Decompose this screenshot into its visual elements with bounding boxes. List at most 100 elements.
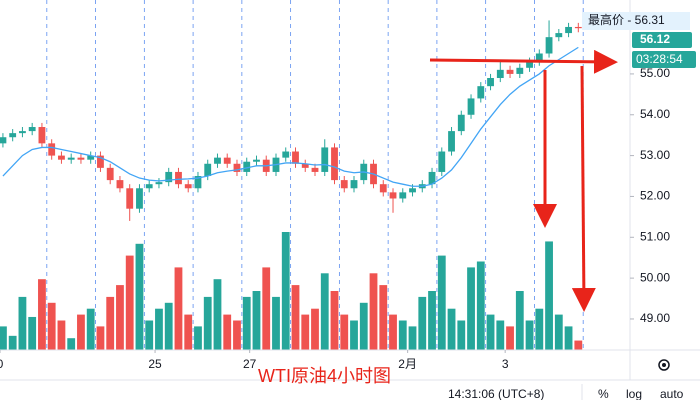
volume-bar <box>408 326 417 350</box>
candle-body <box>58 155 65 160</box>
volume-bar <box>135 243 144 350</box>
volume-bar <box>0 326 7 350</box>
candle-body <box>116 180 124 189</box>
x-tick-label: 3 <box>502 357 509 371</box>
volume-bar <box>116 285 124 350</box>
candle-body <box>448 131 455 152</box>
volume-bar <box>86 308 95 350</box>
volume-bar <box>155 308 163 350</box>
toolbar-log[interactable]: log <box>626 387 642 400</box>
candle-body <box>321 147 329 172</box>
candle-body <box>379 184 387 193</box>
arrow <box>429 49 618 74</box>
volume-bar <box>184 314 193 350</box>
volume-bar <box>359 302 368 350</box>
x-tick-label: 25 <box>148 357 162 371</box>
toolbar-percent[interactable]: % <box>598 387 609 400</box>
x-tick-label: 2月 <box>398 357 417 371</box>
volume-bar <box>554 314 563 350</box>
candle-body <box>487 78 494 87</box>
volume-bar <box>525 320 534 350</box>
volume-bar <box>262 267 271 350</box>
high-label-box <box>582 12 690 30</box>
candle-body <box>145 184 153 189</box>
volume-bar <box>311 308 319 350</box>
candle-body <box>253 159 260 162</box>
candle-body <box>48 143 56 156</box>
candle-body <box>19 131 26 134</box>
candle-body <box>389 192 397 199</box>
settings-icon[interactable] <box>658 359 670 371</box>
volume-bar <box>330 291 339 350</box>
volume-bar <box>145 320 154 350</box>
candle-body <box>9 133 17 138</box>
candle-body <box>438 151 446 172</box>
annotation: WTI原油4小时图 <box>258 366 391 386</box>
candle-body <box>28 127 36 132</box>
volume-bar <box>564 326 573 350</box>
volume-bar <box>301 314 310 350</box>
volume-bar <box>174 267 183 350</box>
candle-body <box>282 151 290 158</box>
candle-body <box>184 184 192 189</box>
volume-bar <box>467 267 475 350</box>
candle-body <box>214 157 221 164</box>
candle-body <box>545 37 553 54</box>
volume-bar <box>545 241 553 350</box>
candle-body <box>126 188 134 209</box>
candle-body <box>136 188 143 209</box>
candle-body <box>399 192 407 199</box>
volume-bar <box>398 320 407 350</box>
y-tick-label: 50.00 <box>640 270 670 284</box>
candle-body <box>409 188 416 193</box>
volume-bar <box>125 255 134 350</box>
volume-bar <box>369 273 378 350</box>
candle-body <box>155 182 163 185</box>
toolbar-time: 14:31:06 (UTC+8) <box>448 387 544 400</box>
volume-bar <box>28 316 37 350</box>
last-price-box <box>632 32 692 48</box>
volume-layer <box>0 232 583 350</box>
candle-body <box>233 163 241 172</box>
candle-body <box>340 180 348 189</box>
candle-body <box>526 61 533 68</box>
candle-body <box>243 161 251 172</box>
candle-body <box>165 171 173 183</box>
volume-bar <box>389 314 397 350</box>
y-tick-label: 54.00 <box>640 107 670 121</box>
volume-bar <box>223 314 232 350</box>
y-tick-label: 49.00 <box>640 311 670 325</box>
y-tick-label: 51.00 <box>640 229 670 243</box>
volume-bar <box>194 326 202 350</box>
volume-bar <box>350 320 358 350</box>
candle-body <box>506 69 514 74</box>
volume-bar <box>233 320 241 350</box>
candle-body <box>311 167 319 172</box>
candle-body <box>457 114 465 132</box>
volume-bar <box>418 296 427 350</box>
volume-bar <box>379 285 388 350</box>
candle-body <box>175 171 182 185</box>
volume-bar <box>164 302 173 350</box>
candle-body <box>496 69 504 79</box>
candle-body <box>194 176 202 189</box>
volume-bar <box>535 308 544 350</box>
candle-body <box>97 155 104 168</box>
volume-bar <box>437 255 446 350</box>
x-axis: 0 25 27 2月 3 <box>0 350 509 371</box>
candle-body <box>535 53 543 62</box>
plot-area <box>46 0 584 350</box>
volume-bar <box>38 279 46 350</box>
volume-bar <box>272 296 280 350</box>
volume-bar <box>96 326 105 350</box>
candle-body <box>0 137 7 144</box>
volume-bar <box>213 279 222 350</box>
y-tick-label: 55.00 <box>640 66 670 80</box>
toolbar-auto[interactable]: auto <box>660 387 684 400</box>
x-tick-label: 0 <box>0 357 4 371</box>
candle-body <box>565 26 572 34</box>
volume-bar <box>47 302 56 350</box>
volume-bar <box>77 314 85 350</box>
volume-bar <box>457 320 466 350</box>
